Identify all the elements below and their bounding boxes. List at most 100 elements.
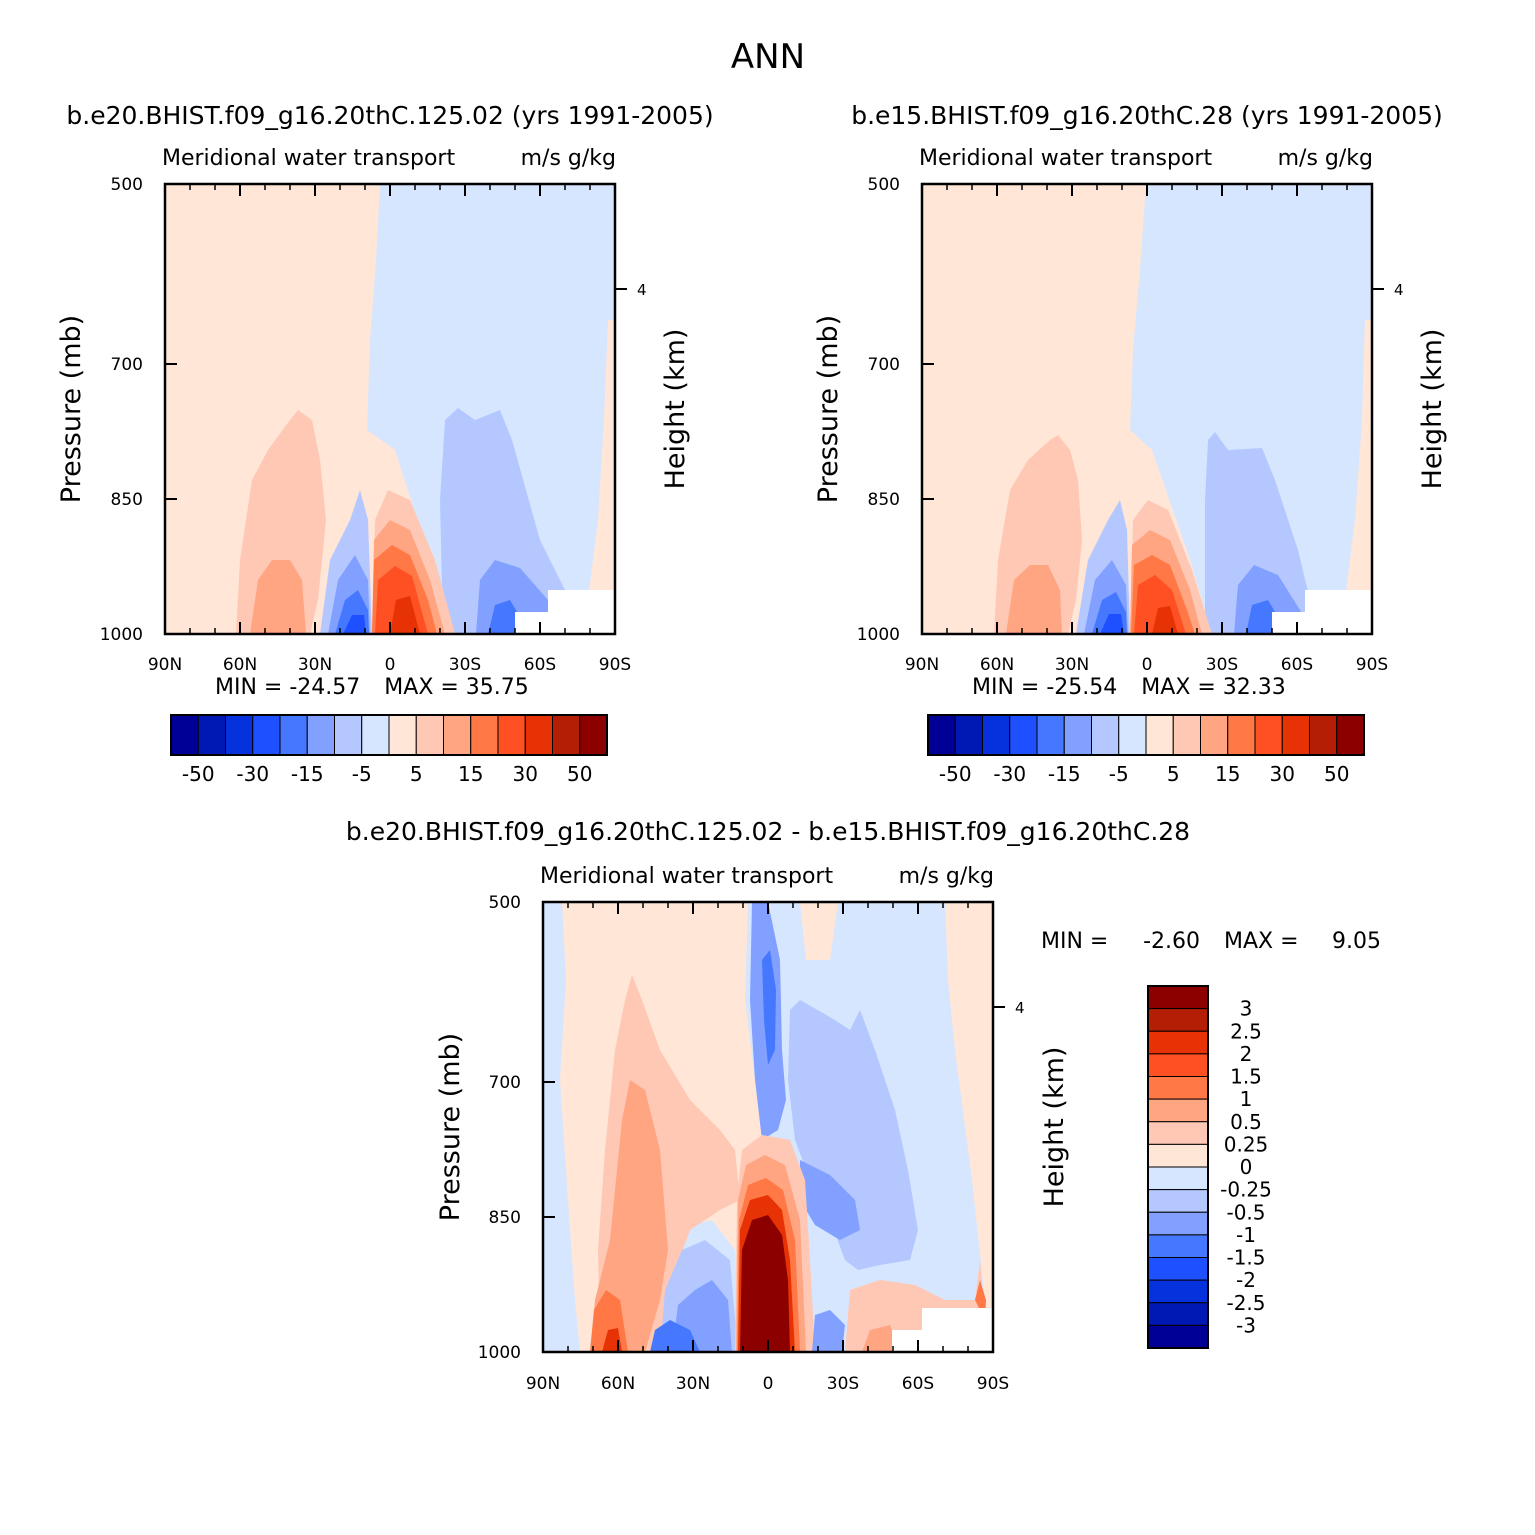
panel-2-contour-positive-lobe-inner [1006,565,1062,634]
panel-3-contour-neg-south-lobe [800,1160,860,1240]
colorbar-swatch [927,714,956,756]
colorbar-swatch [252,714,281,756]
colorbar-swatch [1147,1324,1209,1349]
colorbar-label: 5 [410,762,423,786]
colorbar-label: -15 [291,762,324,786]
colorbar-label: 2 [1240,1042,1253,1066]
colorbar-frame [927,714,1365,756]
colorbar-swatch [1118,714,1147,756]
colorbar-label: 0 [1240,1155,1253,1179]
colorbar-label: -0.25 [1220,1178,1272,1202]
colorbar-frame [1147,985,1209,1349]
x-tick-label: 30N [676,1374,710,1394]
colorbar-swatch [470,714,499,756]
panel-2-title: b.e15.BHIST.f09_g16.20thC.28 (yrs 1991-2… [851,101,1443,130]
colorbar-swatch [197,714,226,756]
colorbar-label: 1 [1240,1087,1253,1111]
colorbar-swatch [1147,1279,1209,1304]
x-tick-label: 30N [1055,655,1089,675]
colorbar-label: -3 [1236,1313,1256,1337]
colorbar-label: -2 [1236,1268,1256,1292]
panel-3-contour-pos-west-mid [590,1080,668,1352]
panel-1-y-label: Pressure (mb) [56,315,87,503]
panel-3-contour-neg-eq-column-inner [762,950,776,1065]
x-tick-label: 60S [902,1374,934,1394]
colorbar-swatch [1336,714,1365,756]
panel-2-colorbar: -50 -30 -15 -5 5 15 30 50 [927,714,1365,786]
x-tick-label: 0 [1142,655,1153,675]
x-tick-label: 30S [449,655,481,675]
panel-3-contour-eq-max [740,1215,790,1352]
x-tick-label: 90S [599,655,631,675]
y-tick-label: 850 [111,490,143,510]
colorbar-swatch [1036,714,1065,756]
panel-1-contour-positive-lobe [236,410,326,634]
colorbar-swatch [225,714,254,756]
x-tick-label: 90S [977,1374,1009,1394]
panel-3-plot-area [543,902,993,1352]
x-tick-label: 30S [827,1374,859,1394]
colorbar-label: -5 [1109,762,1129,786]
colorbar-label: -50 [182,762,215,786]
panel-1-units: m/s g/kg [521,146,616,171]
panel-3-y-label: Pressure (mb) [435,1033,466,1221]
colorbar-label: 50 [1324,762,1349,786]
colorbar-swatch [1147,1189,1209,1213]
panel-1-y-label-right: Height (km) [660,329,691,490]
colorbar-label: 50 [567,762,592,786]
colorbar-swatch [1145,714,1174,756]
y-tick-label: 850 [868,490,900,510]
x-tick-label: 60N [223,655,257,675]
colorbar-label: 1.5 [1230,1065,1262,1089]
right-tick-label: 4 [1015,999,1025,1017]
panel-2-min-max: MIN = -25.54 MAX = 32.33 [972,675,1286,700]
panel-2-contour-equator-max [1152,606,1178,634]
colorbar-swatch [1147,1098,1209,1123]
colorbar-swatch [1147,1257,1209,1281]
figure-title: ANN [731,37,805,77]
colorbar-swatch [1147,1234,1209,1258]
panel-2-min-label: MIN = -25.54 [972,675,1117,700]
y-tick-label: 500 [111,175,143,195]
colorbar-swatch [1147,1030,1209,1055]
colorbar-swatch [1147,1121,1209,1145]
colorbar-swatch [1009,714,1038,756]
colorbar-swatch [524,714,553,756]
colorbar-swatch [1147,1211,1209,1236]
panel-1-x-ticks [164,184,627,634]
panel-2-x-ticks [921,184,1384,634]
colorbar-swatch [1147,1143,1209,1168]
panel-3-variable: Meridional water transport [540,864,833,889]
x-tick-label: 60S [524,655,556,675]
colorbar-swatch [497,714,526,756]
x-tick-label: 30S [1206,655,1238,675]
y-tick-label: 700 [111,355,143,375]
x-tick-label: 30N [298,655,332,675]
x-tick-label: 0 [763,1374,774,1394]
colorbar-swatch [1281,714,1310,756]
x-tick-label: 90S [1356,655,1388,675]
panel-3-max-value: 9.05 [1332,929,1381,954]
panel-1: b.e20.BHIST.f09_g16.20thC.125.02 (yrs 19… [56,101,714,786]
panel-1-missing-topography-2 [548,590,615,612]
panel-2-variable: Meridional water transport [919,146,1212,171]
colorbar-swatch [415,714,444,756]
colorbar-swatch [1147,1053,1209,1077]
panel-2-y-label: Pressure (mb) [813,315,844,503]
x-tick-label: 90N [148,655,182,675]
colorbar-swatch [1063,714,1092,756]
panel-2-missing-topography-2 [1305,590,1372,612]
panel-1-contour-negative-moderate [440,408,585,634]
right-tick-label: 4 [1394,281,1404,299]
y-tick-label: 1000 [100,625,143,645]
colorbar-label: 5 [1167,762,1180,786]
panel-3-min-value: -2.60 [1143,929,1200,954]
panel-1-min-max: MIN = -24.57 MAX = 35.75 [215,675,529,700]
colorbar-swatch [1147,1008,1209,1032]
colorbar-swatch [334,714,363,756]
colorbar-label: 0.25 [1224,1132,1269,1156]
panel-3-x-ticks [542,902,1005,1352]
panel-1-variable: Meridional water transport [162,146,455,171]
colorbar-swatch [1309,714,1338,756]
